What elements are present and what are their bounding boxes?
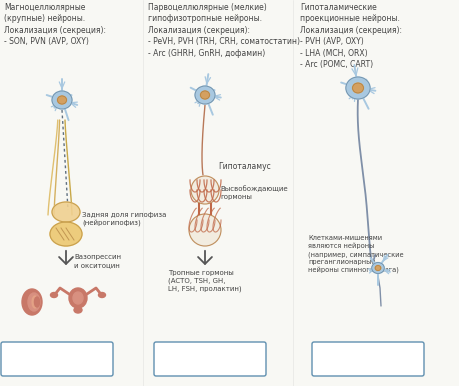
Ellipse shape (352, 83, 363, 93)
Ellipse shape (371, 262, 383, 273)
Ellipse shape (28, 293, 40, 311)
Text: Тропные гормоны
(ACTO, TSH, GH,
LH, FSH, пролактин): Тропные гормоны (ACTO, TSH, GH, LH, FSH,… (168, 270, 241, 293)
FancyBboxPatch shape (1, 342, 113, 376)
Text: Гипоталамические
проекционные нейроны.
Локализация (секреция):
- PVH (AVP, OXY)
: Гипоталамические проекционные нейроны. Л… (299, 3, 401, 69)
FancyBboxPatch shape (311, 342, 423, 376)
Text: Клетками-мишенями-
нейроны: Клетками-мишенями- нейроны (319, 349, 415, 369)
Text: Парвоцеллюлярные (мелкие)
гипофизотропные нейроны.
Локализация (секреция):
- PeV: Парвоцеллюлярные (мелкие) гипофизотропны… (148, 3, 299, 58)
Text: Передняя доля
гипофиза
(аденогипофиз): Передняя доля гипофиза (аденогипофиз) (174, 343, 245, 375)
Ellipse shape (98, 293, 105, 298)
Text: Гипоталамус: Гипоталамус (218, 162, 270, 171)
Ellipse shape (50, 222, 82, 246)
Ellipse shape (22, 289, 42, 315)
Ellipse shape (200, 91, 209, 99)
Ellipse shape (52, 202, 80, 222)
Text: Магноцеллюлярные
(крупные) нейроны.
Локализация (секреция):
- SON, PVN (AVP, OXY: Магноцеллюлярные (крупные) нейроны. Лока… (4, 3, 106, 46)
FancyBboxPatch shape (154, 342, 265, 376)
Ellipse shape (375, 266, 380, 271)
Ellipse shape (34, 297, 39, 307)
Text: Почки, матка,
молочные железы: Почки, матка, молочные железы (16, 349, 98, 369)
Ellipse shape (69, 288, 87, 308)
Ellipse shape (195, 86, 214, 104)
Text: Клетками-мишенями
являются нейроны
(например, симпатические
преганглионарные
ней: Клетками-мишенями являются нейроны (напр… (308, 235, 403, 274)
Ellipse shape (345, 77, 369, 99)
Ellipse shape (73, 292, 83, 304)
Ellipse shape (190, 176, 218, 204)
Text: Вазопрессин
и окситоцин: Вазопрессин и окситоцин (74, 254, 121, 268)
Text: Высвобождающие
гормоны: Высвобождающие гормоны (219, 185, 287, 200)
Ellipse shape (57, 96, 67, 104)
Ellipse shape (52, 91, 72, 109)
Ellipse shape (32, 296, 38, 308)
Text: Задняя доля гипофиза
(нейрогипофиз): Задняя доля гипофиза (нейрогипофиз) (82, 212, 166, 227)
Ellipse shape (74, 307, 82, 313)
Ellipse shape (50, 293, 57, 298)
Ellipse shape (189, 214, 220, 246)
